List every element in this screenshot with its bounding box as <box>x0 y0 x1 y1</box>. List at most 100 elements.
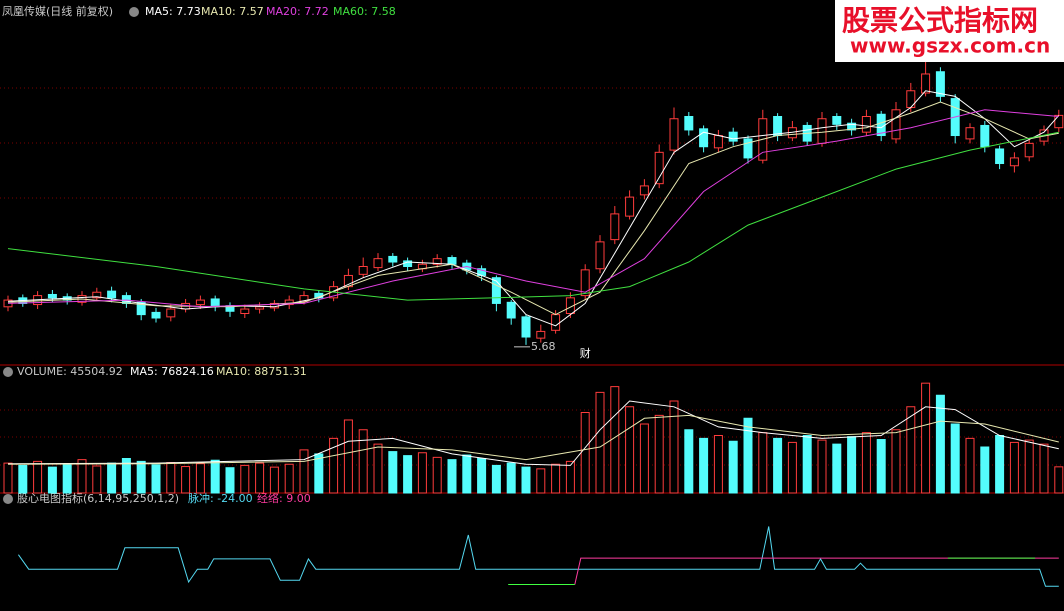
candle-body <box>373 258 383 269</box>
candle-body <box>506 301 516 319</box>
volume-bar <box>373 443 383 494</box>
candle-body <box>995 148 1005 165</box>
volume-bar <box>477 458 487 494</box>
volume-bar <box>299 449 309 494</box>
candle-body <box>107 290 117 299</box>
candle-body <box>240 308 250 315</box>
candle-body <box>713 135 723 149</box>
volume-bar <box>713 435 723 494</box>
candle-body <box>521 316 531 338</box>
low-label: 5.68 <box>531 340 556 353</box>
volume-bar <box>521 466 531 494</box>
candle-body <box>580 269 590 297</box>
watermark-box <box>835 0 1064 62</box>
menu-icon[interactable] <box>129 7 139 17</box>
volume-bar <box>181 466 191 494</box>
volume-bar <box>462 454 472 494</box>
candle-body <box>625 196 635 217</box>
menu-icon[interactable] <box>3 494 13 504</box>
volume-bar <box>802 435 812 494</box>
candle-body <box>1009 157 1019 167</box>
line-series <box>7 131 1059 301</box>
volume-bar <box>625 406 635 494</box>
legend-ma60: MA60: 7.58 <box>333 5 396 18</box>
volume-bar <box>906 406 916 494</box>
candle-body <box>284 299 294 306</box>
volume-bar <box>580 412 590 494</box>
volume-bar <box>3 462 13 494</box>
candle-body <box>669 118 679 151</box>
volume-bar <box>654 414 664 494</box>
volume-bar <box>358 429 368 494</box>
volume-bar <box>728 440 738 494</box>
volume-bar <box>240 464 250 494</box>
line-series <box>7 109 1059 308</box>
line-series <box>7 414 1059 465</box>
volume-bar <box>225 467 235 494</box>
candle-body <box>595 241 605 270</box>
volume-bar <box>758 432 768 494</box>
candle-body <box>121 295 131 304</box>
volume-bar <box>847 436 857 494</box>
volume-bar <box>995 435 1005 494</box>
volume-title: VOLUME: 45504.92 <box>17 365 123 378</box>
line-series <box>7 90 1060 327</box>
candle-body <box>92 291 102 299</box>
volume-bar <box>935 394 945 494</box>
candle-body <box>684 116 694 131</box>
price-title: 凤凰传媒(日线 前复权) <box>2 4 113 18</box>
volume-bar <box>773 437 783 494</box>
legend-ma10: MA10: 7.57 <box>201 5 264 18</box>
line-series <box>508 557 1036 585</box>
volume-bar <box>861 432 871 494</box>
candle-body <box>388 255 398 263</box>
volume-bar <box>195 463 205 494</box>
volume-bar <box>684 429 694 494</box>
candle-body <box>728 131 738 142</box>
volume-bar <box>965 437 975 494</box>
candle-body <box>432 258 442 265</box>
menu-icon[interactable] <box>3 367 13 377</box>
volume-bar <box>77 459 87 494</box>
volume-bar <box>1039 443 1049 494</box>
candle-body <box>210 298 220 308</box>
volume-bar <box>876 439 886 494</box>
volume-bar <box>551 463 561 494</box>
volume-bar <box>18 464 28 494</box>
volume-bar <box>284 463 294 494</box>
volume-bar <box>565 460 575 494</box>
candle-body <box>491 277 501 304</box>
candle-body <box>551 314 561 331</box>
volume-bar <box>210 459 220 494</box>
candle-body <box>965 127 975 140</box>
volume-bar <box>33 460 43 494</box>
volume-bar <box>1024 439 1034 494</box>
volume-bar <box>151 464 161 494</box>
volume-bar <box>121 458 131 494</box>
candle-body <box>610 213 620 241</box>
candle-body <box>47 293 57 299</box>
volume-bar <box>595 391 605 494</box>
watermark-url: www.gszx.com.cn <box>850 34 1050 58</box>
candle-body <box>654 151 664 185</box>
candle-body <box>136 301 146 316</box>
volume-bar <box>891 429 901 494</box>
volume-bar <box>388 451 398 494</box>
volume-bar <box>980 446 990 494</box>
volume-bar <box>491 464 501 494</box>
volume-bar <box>832 443 842 494</box>
volume-bar <box>743 417 753 494</box>
volume-bar <box>699 437 709 494</box>
candle-body <box>847 122 857 131</box>
volume-bar <box>329 437 339 494</box>
candle-body <box>358 265 368 275</box>
volume-bar <box>536 468 546 494</box>
volume-bar <box>639 423 649 494</box>
candle-body <box>195 299 205 306</box>
volume-bar <box>1009 441 1019 494</box>
candle-body <box>255 306 265 310</box>
volume-bar <box>950 423 960 494</box>
candle-body <box>1024 142 1034 158</box>
candle-body <box>773 116 783 137</box>
